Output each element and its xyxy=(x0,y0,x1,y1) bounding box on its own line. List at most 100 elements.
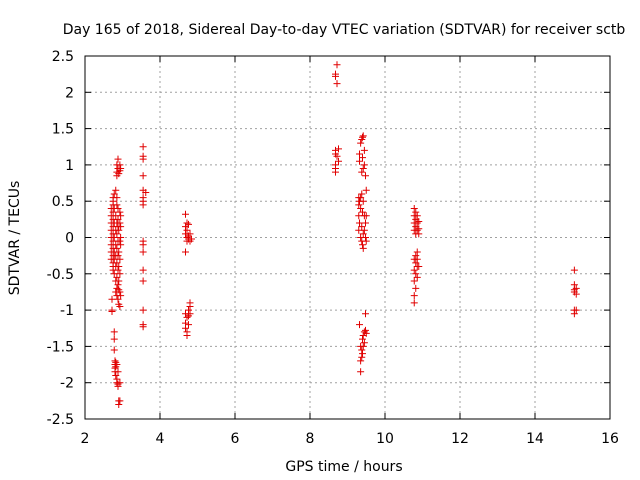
data-point xyxy=(360,339,368,347)
data-point xyxy=(183,219,191,227)
data-point xyxy=(116,270,124,278)
data-point xyxy=(139,323,147,331)
data-point xyxy=(357,139,365,147)
data-point xyxy=(410,277,418,285)
data-point xyxy=(114,281,122,289)
x-axis-label: GPS time / hours xyxy=(285,459,402,475)
data-point xyxy=(333,80,341,88)
data-point xyxy=(412,252,420,260)
data-point xyxy=(410,204,418,212)
data-point xyxy=(333,61,341,69)
data-point xyxy=(359,208,366,216)
data-point xyxy=(117,223,125,231)
data-point xyxy=(360,328,368,336)
data-point xyxy=(110,328,118,336)
data-point xyxy=(114,295,122,303)
data-point xyxy=(413,212,421,220)
data-point xyxy=(113,284,121,292)
data-points xyxy=(107,61,580,408)
data-point xyxy=(117,292,125,300)
data-point xyxy=(362,186,370,194)
y-tick-label: 2.5 xyxy=(52,49,74,65)
data-point xyxy=(117,212,125,220)
data-point xyxy=(359,244,367,252)
data-point xyxy=(108,295,116,303)
data-point xyxy=(410,266,418,274)
data-point xyxy=(359,335,366,343)
data-point xyxy=(110,190,118,198)
data-point xyxy=(358,353,366,361)
data-point xyxy=(572,306,580,314)
data-point xyxy=(185,220,192,228)
data-point xyxy=(113,361,121,369)
data-point xyxy=(357,368,365,376)
y-tick-label: 1.5 xyxy=(52,122,74,138)
data-point xyxy=(182,210,189,218)
data-point xyxy=(110,335,118,343)
y-tick-label: 1 xyxy=(65,158,74,174)
data-point xyxy=(114,368,122,376)
data-point xyxy=(116,302,124,310)
x-tick-label: 14 xyxy=(526,431,544,447)
data-point xyxy=(139,248,147,256)
data-point xyxy=(114,204,122,212)
data-point xyxy=(188,235,195,243)
data-point xyxy=(359,197,367,205)
data-point xyxy=(356,219,363,227)
data-point xyxy=(357,357,365,365)
data-point xyxy=(332,168,339,176)
data-point xyxy=(115,226,123,234)
data-point xyxy=(333,152,341,160)
y-axis-label: SDTVAR / TECUs xyxy=(7,181,23,296)
data-point xyxy=(415,230,423,238)
data-point xyxy=(116,208,124,216)
data-point xyxy=(186,310,194,318)
y-tick-label: 2 xyxy=(65,85,74,101)
data-point xyxy=(112,186,120,194)
data-point xyxy=(413,248,421,256)
data-point xyxy=(413,255,421,263)
data-point xyxy=(359,230,367,238)
x-tick-label: 12 xyxy=(451,431,469,447)
x-tick-label: 4 xyxy=(156,431,165,447)
data-point xyxy=(570,266,578,274)
data-point xyxy=(362,326,369,334)
data-point xyxy=(139,306,147,314)
data-point xyxy=(360,161,368,169)
data-point xyxy=(359,133,366,141)
data-point xyxy=(115,400,123,408)
data-point xyxy=(113,273,121,281)
data-point xyxy=(109,208,117,216)
data-point xyxy=(139,277,147,285)
data-point xyxy=(410,299,418,307)
data-point xyxy=(357,194,365,202)
data-point xyxy=(362,310,369,318)
data-point xyxy=(116,255,124,263)
data-point xyxy=(139,172,147,180)
chart-title: Day 165 of 2018, Sidereal Day-to-day VTE… xyxy=(63,22,626,38)
data-point xyxy=(185,321,192,329)
x-tick-label: 10 xyxy=(376,431,394,447)
data-point xyxy=(183,313,191,321)
data-point xyxy=(114,155,122,163)
x-tick-label: 16 xyxy=(601,431,619,447)
data-point xyxy=(413,226,421,234)
data-point xyxy=(413,273,421,281)
x-tick-label: 6 xyxy=(231,431,240,447)
data-point xyxy=(572,290,580,298)
data-point xyxy=(360,146,368,154)
data-point xyxy=(116,379,124,387)
data-point xyxy=(139,155,147,163)
data-point xyxy=(358,346,366,354)
data-point xyxy=(412,270,420,278)
data-point xyxy=(116,237,124,245)
data-point xyxy=(114,266,122,274)
data-point xyxy=(139,143,147,151)
data-point xyxy=(358,223,366,231)
data-point xyxy=(362,237,370,245)
grid xyxy=(85,56,610,419)
x-tick-label: 8 xyxy=(306,431,315,447)
data-point xyxy=(113,244,121,252)
data-point xyxy=(115,277,123,285)
